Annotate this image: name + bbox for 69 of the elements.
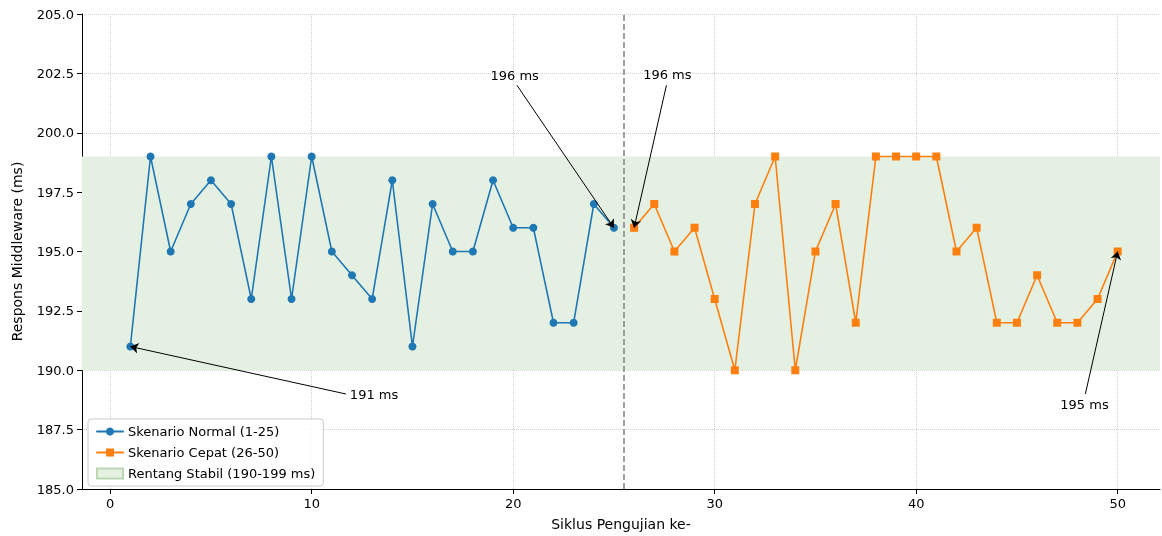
point [569, 318, 578, 327]
point [448, 247, 457, 256]
point [489, 176, 498, 185]
y-tick-label: 185.0 [36, 481, 74, 497]
point [750, 200, 759, 208]
point [690, 223, 699, 232]
y-tick-label: 192.5 [36, 303, 74, 319]
legend-label: Skenario Normal (1-25) [128, 424, 280, 439]
point [791, 366, 800, 375]
x-tick-label: 50 [1109, 496, 1126, 511]
point [408, 342, 417, 351]
point [912, 152, 921, 161]
point [972, 223, 981, 232]
point [1093, 295, 1102, 303]
y-axis-title: Respons Middleware (ms) [9, 161, 25, 342]
point [932, 152, 941, 161]
point [1053, 318, 1062, 327]
point [529, 223, 538, 232]
point [227, 200, 236, 208]
point [1073, 318, 1082, 327]
point [650, 200, 659, 208]
y-tick-label: 202.5 [36, 65, 74, 81]
point [851, 318, 860, 327]
point [348, 271, 356, 280]
x-tick-label: 10 [303, 496, 320, 511]
point [146, 152, 155, 161]
point [468, 247, 477, 256]
point [1012, 318, 1021, 327]
x-tick-label: 20 [504, 496, 522, 511]
point [307, 152, 316, 161]
annotation: 196 ms [643, 67, 692, 83]
point [992, 318, 1001, 327]
legend-label: Rentang Stabil (190-199 ms) [128, 466, 316, 481]
x-axis-title: Siklus Pengujian ke- [551, 516, 691, 532]
point [831, 200, 840, 208]
legend-label: Skenario Cepat (26-50) [128, 445, 280, 460]
point [287, 295, 296, 303]
point [549, 318, 558, 327]
y-tick-label: 187.5 [36, 422, 74, 438]
annotation: 195 ms [1060, 396, 1109, 412]
y-tick-label: 190.0 [36, 362, 74, 378]
point [267, 152, 276, 161]
point [892, 152, 901, 161]
annotation: 196 ms [490, 67, 540, 83]
y-tick-label: 197.5 [36, 184, 74, 200]
point [368, 295, 377, 303]
point [388, 176, 397, 185]
point [327, 247, 336, 256]
point [730, 366, 739, 375]
y-tick-label: 200.0 [36, 125, 74, 141]
point [771, 152, 780, 161]
annotation: 191 ms [349, 387, 399, 403]
point [247, 295, 256, 303]
point [166, 247, 175, 256]
y-tick-label: 205.0 [36, 6, 74, 22]
point [670, 247, 679, 256]
point [428, 200, 437, 208]
x-tick-label: 30 [706, 496, 723, 511]
point [206, 176, 215, 185]
point [186, 200, 195, 208]
point [509, 223, 518, 232]
x-tick-label: 40 [907, 496, 925, 511]
x-tick-label: 0 [106, 496, 115, 511]
point [1033, 271, 1042, 280]
point [871, 152, 880, 161]
y-tick-label: 195.0 [36, 244, 74, 259]
point [710, 295, 719, 303]
point [952, 247, 961, 256]
point [811, 247, 820, 256]
